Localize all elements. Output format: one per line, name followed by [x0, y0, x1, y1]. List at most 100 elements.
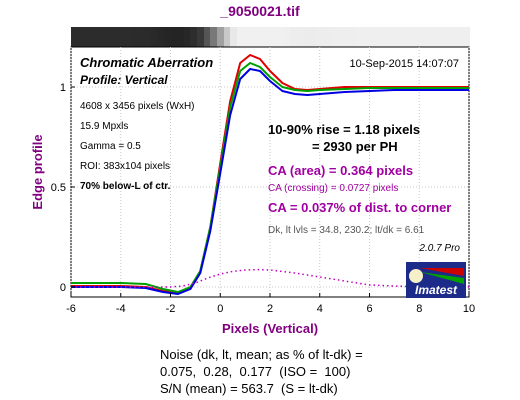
- strip-cell: [130, 27, 139, 47]
- strip-cell: [183, 27, 192, 47]
- strip-cell: [396, 27, 404, 47]
- strip-cell: [349, 27, 358, 47]
- strip-cell: [223, 27, 231, 47]
- strip-cell: [250, 27, 258, 47]
- strip-cell: [117, 27, 125, 47]
- y-tick-label: 1: [60, 82, 66, 94]
- header-title: Chromatic Aberration: [80, 55, 213, 70]
- strip-cell: [190, 27, 198, 47]
- x-tick-label: 4: [317, 303, 323, 315]
- y-axis-label: Edge profile: [30, 134, 45, 209]
- x-tick-label: 6: [366, 303, 372, 315]
- strip-cell: [236, 27, 245, 47]
- strip-cell: [210, 27, 218, 47]
- y-tick-label: 0.5: [51, 182, 66, 194]
- strip-cell: [84, 27, 92, 47]
- rise-line-2: = 2930 per PH: [312, 139, 398, 154]
- green-series-line: [71, 62, 469, 293]
- strip-cell: [270, 27, 278, 47]
- ca-corner: CA = 0.037% of dist. to corner: [268, 200, 451, 215]
- strip-cell: [296, 27, 304, 47]
- strip-cell: [342, 27, 351, 47]
- strip-cell: [435, 27, 444, 47]
- x-tick-label: 10: [463, 303, 475, 315]
- strip-cell: [442, 27, 450, 47]
- blue-series-line: [71, 68, 469, 295]
- x-tick-label: -4: [116, 303, 126, 315]
- strip-cell: [163, 27, 172, 47]
- version-label: 2.0.7 Pro: [418, 243, 460, 254]
- series-lines: [71, 54, 469, 295]
- strip-cell: [283, 27, 291, 47]
- strip-cell: [276, 27, 285, 47]
- strip-cell: [104, 27, 112, 47]
- x-axis-label: Pixels (Vertical): [222, 321, 318, 336]
- x-tick-label: 0: [217, 303, 223, 315]
- strip-cell: [429, 27, 437, 47]
- info-line-3: Gamma = 0.5: [80, 141, 141, 152]
- strip-cell: [157, 27, 165, 47]
- chart-title: _9050021.tif: [220, 3, 300, 19]
- strip-cell: [303, 27, 311, 47]
- levels-label: Dk, lt lvls = 34.8, 230.2; lt/dk = 6.61: [268, 225, 425, 236]
- date-stamp: 10-Sep-2015 14:07:07: [350, 58, 459, 70]
- y-tick-label: 0: [60, 282, 66, 294]
- magenta-series-line: [71, 268, 469, 288]
- ca-area: CA (area) = 0.364 pixels: [268, 163, 413, 178]
- strip-cell: [256, 27, 265, 47]
- strip-cell: [402, 27, 411, 47]
- strip-cell: [376, 27, 384, 47]
- strip-cell: [230, 27, 238, 47]
- strip-cell: [369, 27, 377, 47]
- ca-crossing: CA (crossing) = 0.0727 pixels: [268, 183, 398, 194]
- strip-cell: [323, 27, 331, 47]
- strip-cell: [356, 27, 364, 47]
- strip-cell: [197, 27, 205, 47]
- info-line-1: 4608 x 3456 pixels (WxH): [80, 101, 195, 112]
- info-line-2: 15.9 Mpxls: [80, 121, 128, 132]
- strip-cell: [415, 27, 424, 47]
- strip-cell: [150, 27, 159, 47]
- strip-cell: [462, 27, 470, 47]
- noise-summary: Noise (dk, lt, mean; as % of lt-dk) = 0.…: [160, 346, 363, 397]
- axis-ticks: -6 -4 -2 0 2 4 6 8 10 0 0.5 1: [51, 82, 475, 315]
- strip-cell: [90, 27, 99, 47]
- strip-cell: [137, 27, 145, 47]
- header-subtitle: Profile: Vertical: [80, 73, 168, 87]
- strip-cell: [110, 27, 119, 47]
- strip-cell: [409, 27, 417, 47]
- noise-line-1: Noise (dk, lt, mean; as % of lt-dk) =: [160, 347, 363, 362]
- strip-cell: [362, 27, 371, 47]
- strip-cell: [177, 27, 185, 47]
- strip-cell: [309, 27, 318, 47]
- strip-cell: [389, 27, 397, 47]
- strip-cell: [422, 27, 430, 47]
- strip-cell: [71, 27, 79, 47]
- strip-cell: [263, 27, 271, 47]
- strip-cell: [449, 27, 457, 47]
- strip-cell: [203, 27, 212, 47]
- x-tick-label: -6: [66, 303, 76, 315]
- strip-cell: [143, 27, 152, 47]
- edge-image-strip: [71, 27, 470, 47]
- strip-cell: [170, 27, 178, 47]
- strip-cell: [289, 27, 298, 47]
- info-line-4: ROI: 383x104 pixels: [80, 161, 170, 172]
- region-label: 70% below-L of ctr.: [80, 181, 171, 192]
- imatest-logo: Imatest: [406, 262, 466, 298]
- rise-line-1: 10-90% rise = 1.18 pixels: [268, 122, 420, 137]
- strip-cell: [124, 27, 132, 47]
- x-tick-label: 8: [416, 303, 422, 315]
- logo-graphic: [406, 262, 466, 298]
- strip-cell: [329, 27, 338, 47]
- strip-cell: [97, 27, 105, 47]
- strip-cell: [77, 27, 86, 47]
- strip-cell: [216, 27, 225, 47]
- strip-cell: [243, 27, 251, 47]
- strip-cell: [382, 27, 391, 47]
- x-tick-label: 2: [267, 303, 273, 315]
- noise-line-3: S/N (mean) = 563.7 (S = lt-dk): [160, 381, 338, 396]
- strip-cell: [336, 27, 344, 47]
- strip-cell: [455, 27, 464, 47]
